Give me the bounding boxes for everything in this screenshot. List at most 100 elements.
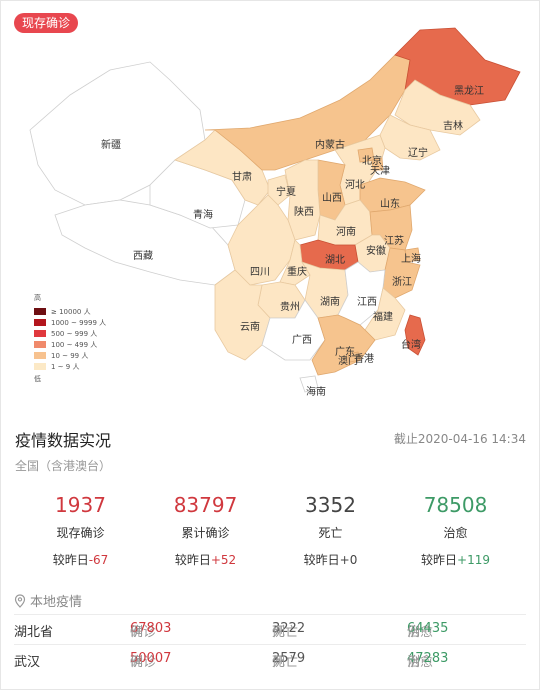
unit: 例 (130, 625, 144, 640)
region-tianjin (371, 157, 384, 171)
province-label: 辽宁 (408, 148, 428, 159)
province-label: 宁夏 (276, 187, 296, 198)
legend-swatch (34, 352, 46, 359)
unit: 例 (130, 655, 144, 670)
confirmed-value: 67803 (130, 621, 172, 636)
death-value: 3222 (272, 621, 306, 636)
map-legend: 高 ≥ 10000 人 1000 ~ 9999 人 500 ~ 999 人 10… (34, 293, 106, 387)
legend-item[interactable]: 500 ~ 999 人 (34, 328, 106, 339)
region-shaanxi (284, 159, 321, 241)
legend-high-label: 高 (34, 294, 41, 302)
province-label: 青海 (193, 210, 213, 221)
china-map[interactable]: 现存确诊 高 ≥ 10000 人 1000 ~ 9999 人 500 ~ 999… (0, 0, 540, 410)
legend-item[interactable]: 100 ~ 499 人 (34, 339, 106, 350)
legend-item[interactable]: ≥ 10000 人 (34, 306, 106, 317)
delta-prefix: 较昨日 (421, 553, 458, 567)
delta-value: -67 (88, 553, 109, 567)
stat-deaths: 3352 死亡 较昨日+0 (268, 492, 393, 568)
stat-value: 1937 (55, 493, 106, 517)
stat-delta: 较昨日-67 (18, 551, 143, 568)
current-confirmed-tag[interactable]: 现存确诊 (14, 13, 79, 33)
region-jilin (394, 79, 481, 136)
legend-swatch (34, 341, 46, 348)
province-label: 江西 (357, 297, 377, 308)
province-label: 上海 (401, 254, 421, 265)
province-label: 四川 (250, 267, 270, 278)
unit: 例 (272, 625, 286, 640)
confirmed-label: 确诊 (130, 625, 157, 640)
legend-swatch (34, 330, 46, 337)
legend-item-label: 1 ~ 9 人 (51, 362, 80, 371)
stats-row: 1937 现存确诊 较昨日-67 83797 累计确诊 较昨日+52 3352 … (0, 492, 540, 568)
province-label: 香港 (354, 354, 374, 365)
unit: 例 (407, 655, 421, 670)
divider (14, 614, 526, 615)
stat-label: 死亡 (318, 526, 343, 540)
death-label: 死亡 (272, 625, 299, 640)
delta-prefix: 较昨日 (52, 553, 89, 567)
stat-value: 78508 (423, 493, 488, 517)
divider (14, 644, 526, 645)
province-label: 天津 (370, 166, 390, 177)
province-label: 湖南 (320, 297, 340, 308)
local-epidemic-title: 本地疫情 (14, 591, 82, 610)
province-label: 澳门 (338, 356, 358, 367)
province-label: 甘肃 (232, 172, 252, 183)
stat-delta: 较昨日+52 (143, 551, 268, 568)
region-heilongjiang (394, 27, 521, 106)
province-label: 河北 (345, 180, 365, 191)
local-title-text: 本地疫情 (30, 595, 83, 610)
region-ningxia (267, 174, 291, 206)
legend-swatch (34, 308, 46, 315)
stat-value: 83797 (173, 493, 238, 517)
legend-item-label: 1000 ~ 9999 人 (51, 318, 107, 327)
province-label: 浙江 (392, 277, 412, 288)
scope-label: 全国（含港澳台） (15, 459, 112, 473)
legend-swatch (34, 319, 46, 326)
local-row-wuhan[interactable]: 武汉 确诊 50007 例 死亡 2579 例 治愈 47283 例 (14, 651, 526, 681)
legend-swatch (34, 363, 46, 370)
cured-value: 47283 (407, 651, 449, 666)
province-label: 山东 (380, 199, 400, 210)
delta-prefix: 较昨日 (303, 553, 340, 567)
china-map-svg (29, 27, 521, 393)
province-label: 山西 (322, 193, 342, 204)
confirmed-label: 确诊 (130, 655, 157, 670)
region-xianggang (347, 351, 361, 363)
stat-delta: 较昨日+119 (393, 551, 518, 568)
province-label: 新疆 (101, 140, 121, 151)
cured-value: 64435 (407, 621, 449, 636)
confirmed-value: 50007 (130, 651, 172, 666)
province-label: 贵州 (280, 302, 300, 313)
province-label: 安徽 (366, 246, 386, 257)
legend-item[interactable]: 1 ~ 9 人 (34, 361, 106, 372)
stat-total-confirmed: 83797 累计确诊 较昨日+52 (143, 492, 268, 568)
region-name: 湖北省 (14, 625, 54, 640)
stat-cured: 78508 治愈 较昨日+119 (393, 492, 518, 568)
location-pin-icon (14, 593, 26, 608)
province-label: 海南 (306, 387, 326, 398)
legend-item[interactable]: 10 ~ 99 人 (34, 350, 106, 361)
province-label: 河南 (336, 227, 356, 238)
legend-item-label: 100 ~ 499 人 (51, 340, 98, 349)
province-label: 吉林 (443, 121, 463, 132)
province-label: 湖北 (325, 255, 345, 266)
delta-value: +119 (457, 553, 490, 567)
delta-value: +0 (339, 553, 358, 567)
province-label: 广东 (335, 347, 355, 358)
unit: 例 (407, 625, 421, 640)
region-name: 武汉 (14, 655, 41, 670)
stat-label: 治愈 (443, 526, 468, 540)
delta-prefix: 较昨日 (174, 553, 211, 567)
province-label: 西藏 (133, 251, 153, 262)
stat-delta: 较昨日+0 (268, 551, 393, 568)
local-row-hubei[interactable]: 湖北省 确诊 67803 例 死亡 3222 例 治愈 64435 例 (14, 621, 526, 651)
province-label: 北京 (362, 156, 382, 167)
province-label: 台湾 (401, 340, 421, 351)
unit: 例 (272, 655, 286, 670)
update-timestamp: 截止2020-04-16 14:34 (393, 432, 526, 446)
province-label: 重庆 (287, 267, 307, 278)
region-taiwan (404, 314, 426, 356)
legend-item[interactable]: 1000 ~ 9999 人 (34, 317, 106, 328)
legend-item-label: ≥ 10000 人 (51, 307, 91, 316)
